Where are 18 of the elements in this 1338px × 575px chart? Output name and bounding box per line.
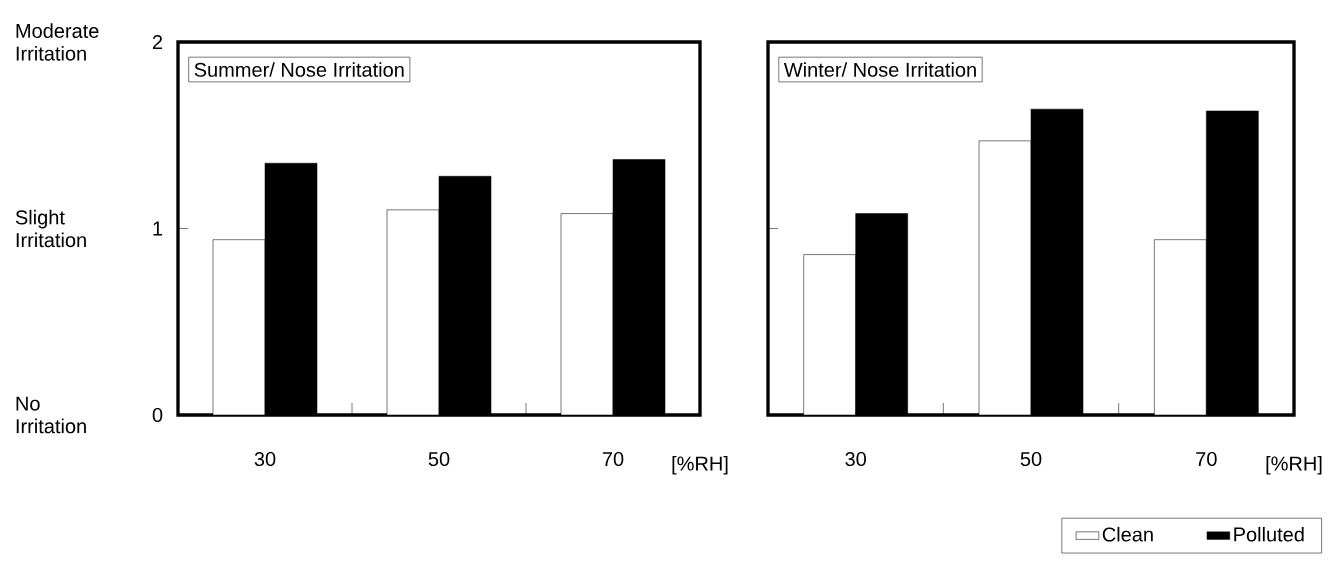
legend-label: Clean [1102,526,1153,542]
text: Summer/ Nose Irritation [194,62,404,77]
text: No Irritation [16,396,86,434]
text: Winter/ Nose Irritation [783,62,976,77]
x-tick-label: 70 [1196,451,1217,467]
x-axis-title: [%RH] [672,455,728,475]
x-tick-label: 50 [428,451,450,467]
x-tick-label: 30 [845,451,866,467]
x-tick-label: 70 [602,451,624,467]
text: Moderate Irritation [16,23,99,61]
text: Slight Irritation [15,209,86,248]
y-tick-label: 0 [152,407,163,423]
x-tick-label: 30 [254,451,276,467]
x-axis-title: [%RH] [1266,455,1322,475]
y-tick-label: 2 [152,35,163,49]
x-tick-label: 50 [1020,451,1042,467]
y-tick-label: 1 [153,221,163,236]
legend-label: Polluted [1234,526,1304,542]
